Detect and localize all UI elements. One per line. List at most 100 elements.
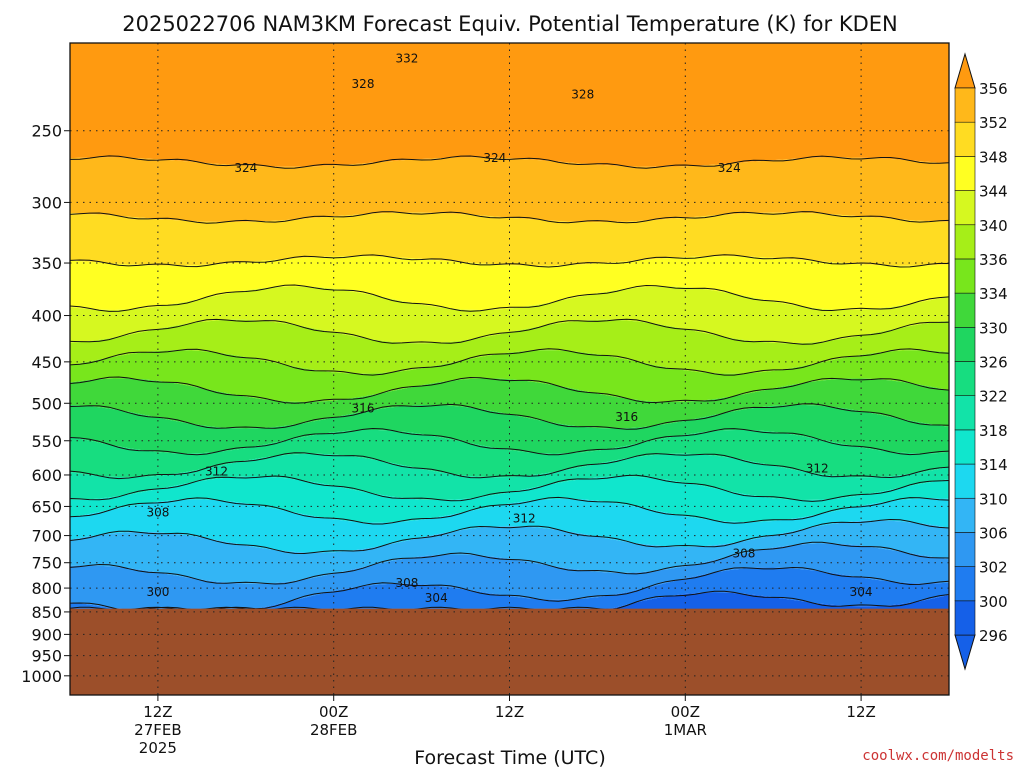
colorbar-tick-label: 302 bbox=[979, 559, 1008, 577]
y-tick-label: 600 bbox=[31, 466, 62, 485]
y-tick-label: 700 bbox=[31, 527, 62, 546]
colorbar-tick-label: 296 bbox=[979, 627, 1008, 645]
field-band bbox=[70, 592, 949, 611]
colorbar-tick-label: 348 bbox=[979, 148, 1008, 166]
field-band bbox=[70, 157, 949, 223]
chart-title: 2025022706 NAM3KM Forecast Equiv. Potent… bbox=[122, 12, 898, 36]
y-tick-label: 1000 bbox=[21, 667, 62, 686]
y-tick-label: 350 bbox=[31, 254, 62, 273]
colorbar-tick-label: 306 bbox=[979, 524, 1008, 542]
colorbar: 296 300 302 306 310 314 318 322 326 330 334 336 340 3… bbox=[954, 52, 1008, 671]
contour-label: 328 bbox=[571, 88, 594, 102]
colorbar-tick-label: 318 bbox=[979, 422, 1008, 440]
field-band bbox=[70, 256, 949, 310]
contour-label: 312 bbox=[513, 511, 536, 525]
field-band bbox=[70, 520, 949, 584]
x-tick-label: 2025 bbox=[139, 739, 177, 757]
colorbar-bottom-arrow bbox=[954, 634, 976, 671]
colorbar-tick-label: 356 bbox=[979, 80, 1008, 98]
contour-line bbox=[70, 211, 949, 224]
colorbar-tick-label: 334 bbox=[979, 285, 1008, 303]
colorbar-swatch bbox=[954, 87, 976, 123]
colorbar-swatch bbox=[954, 190, 976, 226]
contour-line bbox=[70, 254, 949, 268]
field-band bbox=[70, 453, 949, 500]
contour-label: 316 bbox=[352, 402, 375, 416]
contour-line bbox=[70, 348, 949, 376]
colorbar-tick-label: 344 bbox=[979, 183, 1008, 201]
contour-label: 300 bbox=[146, 585, 169, 599]
plot-area bbox=[70, 43, 949, 695]
contour-line bbox=[70, 590, 949, 611]
colorbar-swatch bbox=[954, 463, 976, 499]
field-band bbox=[70, 350, 949, 402]
colorbar-swatch bbox=[954, 532, 976, 567]
contour-label: 324 bbox=[234, 161, 257, 175]
y-tick-label: 900 bbox=[31, 625, 62, 644]
colorbar-swatch bbox=[954, 497, 976, 533]
field-band bbox=[70, 319, 949, 374]
colorbar-swatch bbox=[954, 156, 976, 191]
x-tick-label: 00Z bbox=[319, 703, 348, 721]
field-band bbox=[70, 286, 949, 344]
colorbar-swatch bbox=[954, 429, 976, 465]
y-tick-label: 550 bbox=[31, 432, 62, 451]
y-tick-label: 300 bbox=[31, 193, 62, 212]
colorbar-tick-label: 336 bbox=[979, 251, 1008, 269]
colorbar-swatch bbox=[954, 566, 976, 602]
colorbar-tick-label: 300 bbox=[979, 593, 1008, 611]
colorbar-swatch bbox=[954, 361, 976, 396]
colorbar-swatch bbox=[954, 395, 976, 431]
contour-line bbox=[70, 427, 949, 456]
credit-text: coolwx.com/modelts bbox=[862, 748, 1014, 764]
x-tick-label: 1MAR bbox=[664, 721, 707, 739]
colorbar-tick-label: 322 bbox=[979, 388, 1008, 406]
colorbar-swatch bbox=[954, 292, 976, 328]
contour-label: 324 bbox=[718, 161, 741, 175]
field-band bbox=[70, 404, 949, 454]
x-tick-label: 27FEB bbox=[134, 721, 181, 739]
field-band bbox=[70, 567, 949, 609]
contour-label: 316 bbox=[615, 410, 638, 424]
field-band bbox=[70, 378, 949, 429]
contour-label: 308 bbox=[732, 547, 755, 561]
colorbar-swatch bbox=[954, 224, 976, 260]
y-tick-label: 450 bbox=[31, 353, 62, 372]
colorbar-tick-label: 330 bbox=[979, 319, 1008, 337]
y-tick-label: 800 bbox=[31, 579, 62, 598]
colorbar-swatch bbox=[954, 327, 976, 362]
contour-line bbox=[70, 518, 949, 555]
colorbar-tick-label: 340 bbox=[979, 217, 1008, 235]
colorbar-tick-label: 352 bbox=[979, 114, 1008, 132]
y-tick-label: 400 bbox=[31, 307, 62, 326]
x-tick-label: 12Z bbox=[846, 703, 875, 721]
colorbar-tick-label: 310 bbox=[979, 490, 1008, 508]
field-band bbox=[70, 43, 949, 167]
colorbar-tick-label: 326 bbox=[979, 354, 1008, 372]
contour-label: 312 bbox=[806, 461, 829, 475]
x-tick-label: 12Z bbox=[495, 703, 524, 721]
x-tick-label: 12Z bbox=[143, 703, 172, 721]
y-tick-label: 500 bbox=[31, 394, 62, 413]
x-tick-label: 28FEB bbox=[310, 721, 357, 739]
contour-label: 304 bbox=[850, 585, 873, 599]
contour-label: 312 bbox=[205, 465, 228, 479]
y-tick-label: 850 bbox=[31, 603, 62, 622]
contour-label: 328 bbox=[352, 77, 375, 91]
y-tick-label: 950 bbox=[31, 647, 62, 666]
contour-label: 324 bbox=[483, 151, 506, 165]
contour-line bbox=[70, 376, 949, 404]
contour-label: 308 bbox=[395, 576, 418, 590]
contour-line bbox=[70, 452, 949, 480]
y-axis: 250 300 350 400 450 500 550 600 650 700 750 800 850 9… bbox=[21, 122, 70, 686]
y-tick-label: 650 bbox=[31, 497, 62, 516]
y-tick-label: 750 bbox=[31, 554, 62, 573]
contour-line bbox=[70, 541, 949, 585]
contour-label: 332 bbox=[395, 51, 418, 65]
contour-line bbox=[70, 284, 949, 312]
colorbar-top-arrow bbox=[954, 52, 976, 89]
colorbar-swatch bbox=[954, 258, 976, 294]
contour-line bbox=[70, 318, 949, 345]
